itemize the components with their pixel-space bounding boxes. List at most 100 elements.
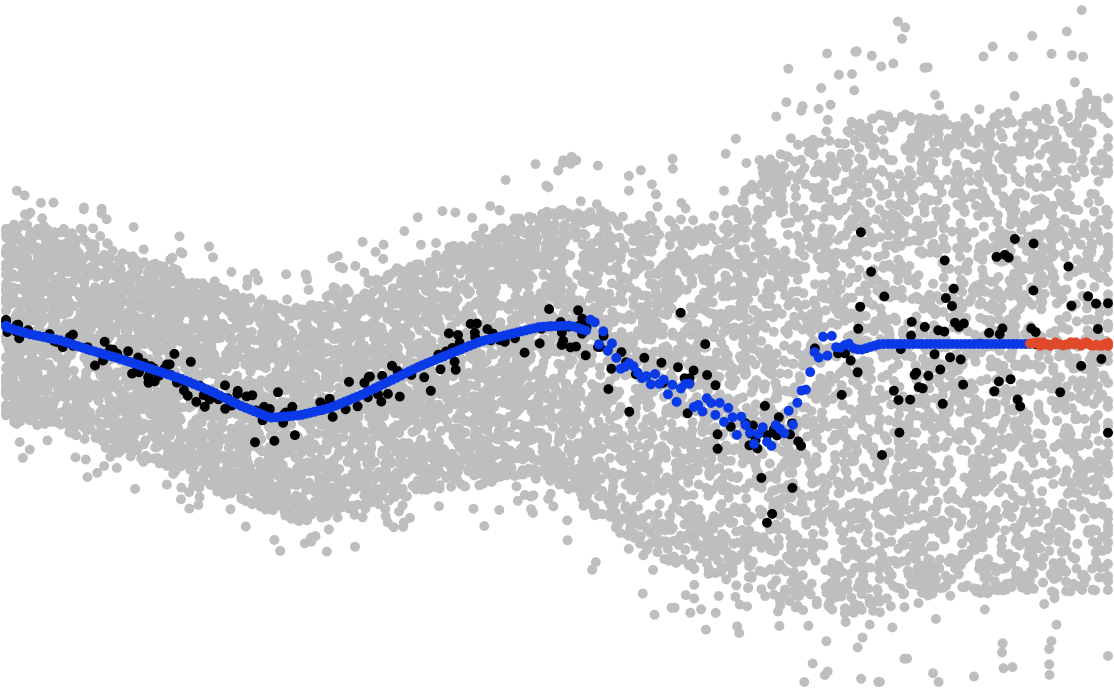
ensemble-point — [768, 312, 778, 323]
ensemble-point — [39, 419, 50, 429]
ensemble-point — [973, 169, 984, 180]
ensemble-point — [1061, 284, 1072, 295]
ensemble-point — [894, 169, 904, 180]
ensemble-point — [932, 248, 943, 259]
ensemble-point — [818, 415, 829, 426]
ensemble-point — [128, 290, 139, 301]
ensemble-point — [982, 445, 993, 456]
ensemble-point — [919, 192, 930, 203]
ensemble-point — [807, 478, 818, 489]
ensemble-point — [675, 214, 686, 225]
ensemble-point — [911, 279, 922, 290]
ensemble-point — [1101, 448, 1112, 459]
ensemble-point — [959, 193, 970, 204]
ensemble-point — [884, 154, 895, 165]
ensemble-point — [628, 294, 639, 305]
ensemble-point — [464, 380, 475, 391]
ensemble-point — [1070, 172, 1081, 183]
ensemble-point — [978, 221, 989, 232]
ensemble-point — [779, 340, 790, 351]
ensemble-point — [486, 347, 497, 358]
ensemble-point — [561, 303, 572, 314]
ensemble-point — [953, 265, 964, 276]
ensemble-point — [1084, 354, 1095, 365]
ensemble-point — [79, 434, 90, 444]
ensemble-point — [600, 423, 610, 433]
ensemble-point — [713, 555, 724, 566]
ensemble-point — [726, 484, 737, 495]
ensemble-point — [801, 517, 812, 527]
ensemble-point — [931, 206, 942, 217]
ensemble-point — [616, 493, 627, 503]
ensemble-point — [794, 301, 805, 312]
ensemble-point — [917, 587, 928, 598]
ensemble-point — [652, 508, 663, 519]
ensemble-point — [575, 362, 586, 373]
ensemble-point — [538, 269, 549, 280]
ensemble-point — [1057, 498, 1068, 509]
ensemble-point — [961, 130, 972, 141]
ensemble-point — [1048, 200, 1059, 211]
ensemble-point — [321, 291, 332, 302]
ensemble-point — [455, 268, 466, 279]
ensemble-point — [790, 183, 801, 193]
ensemble-point — [825, 151, 836, 162]
ensemble-point — [939, 534, 950, 545]
ensemble-point — [1079, 414, 1090, 424]
ensemble-point — [1044, 545, 1055, 556]
ensemble-point — [617, 296, 628, 307]
ensemble-point — [1072, 254, 1083, 265]
ensemble-point — [783, 289, 794, 300]
ensemble-point — [820, 397, 831, 408]
ensemble-point — [996, 541, 1007, 552]
ensemble-point — [825, 224, 836, 235]
ensemble-point — [1103, 438, 1113, 449]
ensemble-point — [274, 360, 285, 371]
ensemble-point — [935, 554, 945, 565]
ensemble-point — [721, 574, 732, 585]
ensemble-point — [974, 241, 985, 252]
ensemble-point — [804, 456, 815, 467]
ensemble-point — [965, 175, 976, 186]
ensemble-point — [943, 556, 954, 567]
ensemble-point — [1048, 479, 1059, 489]
ensemble-point — [1027, 506, 1038, 517]
ensemble-point — [1000, 396, 1011, 407]
ensemble-point — [341, 283, 351, 294]
ensemble-point — [675, 530, 686, 541]
ensemble-point — [893, 275, 903, 286]
ensemble-point — [637, 421, 648, 432]
ensemble-point — [880, 538, 890, 549]
ensemble-point — [1061, 545, 1072, 556]
ensemble-point — [1033, 399, 1044, 410]
ensemble-point — [977, 264, 988, 275]
ensemble-point — [830, 373, 840, 384]
ensemble-point — [840, 177, 851, 188]
ensemble-point — [811, 452, 822, 462]
ensemble-point — [626, 433, 637, 444]
ensemble-point — [697, 423, 708, 434]
ensemble-point — [819, 178, 830, 189]
ensemble-point — [908, 180, 919, 191]
ensemble-point — [769, 589, 779, 600]
ensemble-point — [998, 360, 1009, 371]
ensemble-point — [1103, 93, 1113, 104]
ensemble-point — [652, 269, 663, 280]
ensemble-point — [1032, 163, 1043, 174]
ensemble-point — [687, 274, 698, 285]
ensemble-point — [999, 198, 1010, 209]
ensemble-point — [828, 202, 839, 213]
ensemble-point — [1037, 486, 1048, 497]
ensemble-point — [1087, 584, 1098, 595]
ensemble-point — [580, 230, 591, 241]
ensemble-point — [727, 567, 738, 578]
ensemble-point — [1032, 428, 1043, 439]
ensemble-point — [808, 528, 819, 539]
ensemble-point — [827, 512, 838, 523]
ensemble-point — [405, 261, 416, 272]
ensemble-point — [1103, 513, 1113, 524]
ensemble-point — [792, 274, 803, 285]
ensemble-point — [947, 226, 958, 237]
ensemble-point — [498, 418, 509, 429]
